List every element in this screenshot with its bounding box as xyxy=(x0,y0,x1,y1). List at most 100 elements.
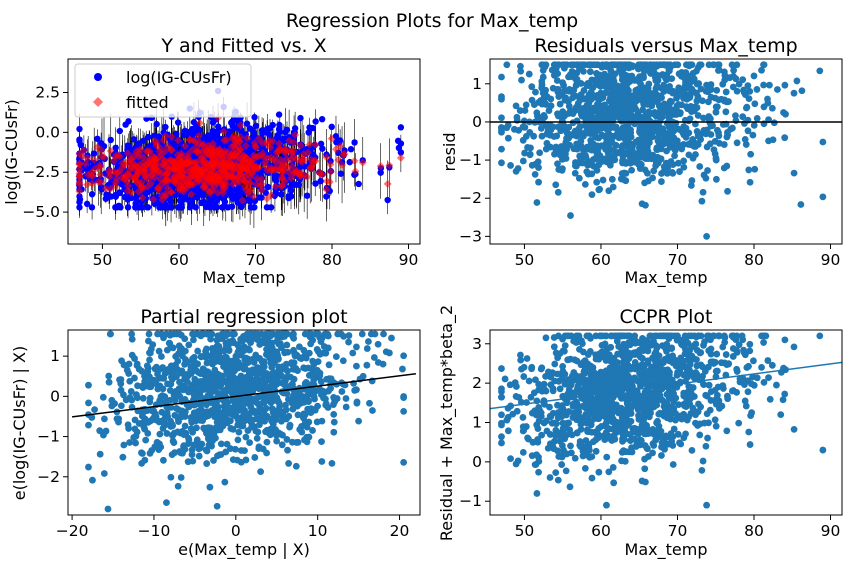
data-point xyxy=(681,82,689,90)
fitted-point xyxy=(155,143,164,152)
observed-point xyxy=(328,123,335,131)
data-point xyxy=(155,446,163,453)
observed-point xyxy=(193,194,201,201)
data-point xyxy=(593,149,600,156)
data-point xyxy=(105,378,113,386)
fitted-point xyxy=(209,160,218,169)
observed-point xyxy=(180,131,188,139)
observed-point xyxy=(122,121,129,128)
data-point xyxy=(595,107,602,115)
data-point xyxy=(339,357,347,365)
data-point xyxy=(535,178,542,186)
data-point xyxy=(283,436,291,443)
data-point xyxy=(601,62,609,70)
fitted-point xyxy=(199,140,208,149)
data-point xyxy=(626,61,634,69)
data-point xyxy=(751,100,759,108)
fitted-point xyxy=(163,165,172,174)
data-point xyxy=(816,67,824,75)
data-point xyxy=(325,361,333,369)
data-point xyxy=(521,149,529,157)
data-point xyxy=(620,157,628,165)
data-point xyxy=(676,168,683,175)
fitted-point xyxy=(294,169,303,178)
observed-point xyxy=(130,136,138,143)
data-point xyxy=(704,167,711,174)
data-point xyxy=(498,126,505,134)
fitted-point xyxy=(263,154,272,163)
data-point xyxy=(592,61,600,69)
fitted-point xyxy=(83,153,92,162)
data-point xyxy=(576,96,584,104)
fitted-point xyxy=(126,154,135,163)
data-point xyxy=(528,83,536,91)
fitted-point xyxy=(236,121,245,130)
x-tick-label: 70 xyxy=(668,251,688,269)
figure-suptitle: Regression Plots for Max_temp xyxy=(286,10,578,32)
data-point xyxy=(819,193,827,201)
x-tick-label: 80 xyxy=(322,251,342,269)
fitted-point xyxy=(88,179,97,188)
observed-point xyxy=(355,180,362,188)
data-point xyxy=(797,201,805,208)
data-point xyxy=(183,378,191,386)
data-point xyxy=(711,94,719,102)
fitted-point xyxy=(203,185,212,194)
data-point xyxy=(531,170,539,178)
observed-point xyxy=(209,119,217,126)
y-tick-label: 0.0 xyxy=(35,123,60,141)
data-point xyxy=(607,80,615,88)
data-point xyxy=(174,482,182,490)
data-point xyxy=(539,66,547,74)
observed-point xyxy=(162,123,169,131)
observed-point xyxy=(88,191,96,198)
data-point xyxy=(353,362,360,370)
fitted-point xyxy=(218,185,227,194)
data-point xyxy=(601,108,609,116)
data-point xyxy=(652,162,660,170)
fitted-point xyxy=(202,148,211,157)
data-point xyxy=(91,406,98,414)
observed-point xyxy=(76,204,83,211)
data-point xyxy=(733,61,741,69)
data-point xyxy=(546,125,554,133)
fitted-point xyxy=(303,172,312,181)
data-point xyxy=(637,137,644,145)
observed-point xyxy=(198,199,205,207)
legend-label-fitted: fitted xyxy=(126,93,169,112)
fitted-point xyxy=(351,167,360,176)
data-point xyxy=(647,61,655,69)
data-point xyxy=(747,150,755,158)
data-point xyxy=(562,94,569,102)
data-point xyxy=(627,104,635,112)
data-point xyxy=(578,159,586,167)
data-point xyxy=(658,178,665,185)
fitted-point xyxy=(161,192,170,201)
data-point xyxy=(609,146,617,154)
observed-point xyxy=(319,145,326,152)
observed-point xyxy=(317,177,324,185)
fitted-point xyxy=(113,168,122,177)
fitted-point xyxy=(326,160,335,169)
data-point xyxy=(690,75,698,83)
data-point xyxy=(665,123,673,131)
data-point xyxy=(537,125,545,132)
observed-point xyxy=(250,129,257,136)
fitted-point xyxy=(174,136,183,145)
data-point xyxy=(616,61,624,69)
data-point xyxy=(105,372,113,380)
data-point xyxy=(231,445,239,453)
data-point xyxy=(692,67,700,75)
data-point xyxy=(188,451,196,459)
data-point xyxy=(85,463,92,471)
data-point xyxy=(567,212,574,219)
fitted-point xyxy=(142,160,151,169)
fitted-point xyxy=(227,143,236,152)
fitted-point xyxy=(138,183,147,192)
data-point xyxy=(652,85,660,92)
fitted-point xyxy=(327,134,336,143)
data-point xyxy=(678,89,686,97)
data-point xyxy=(729,72,737,80)
fitted-point xyxy=(249,151,258,160)
